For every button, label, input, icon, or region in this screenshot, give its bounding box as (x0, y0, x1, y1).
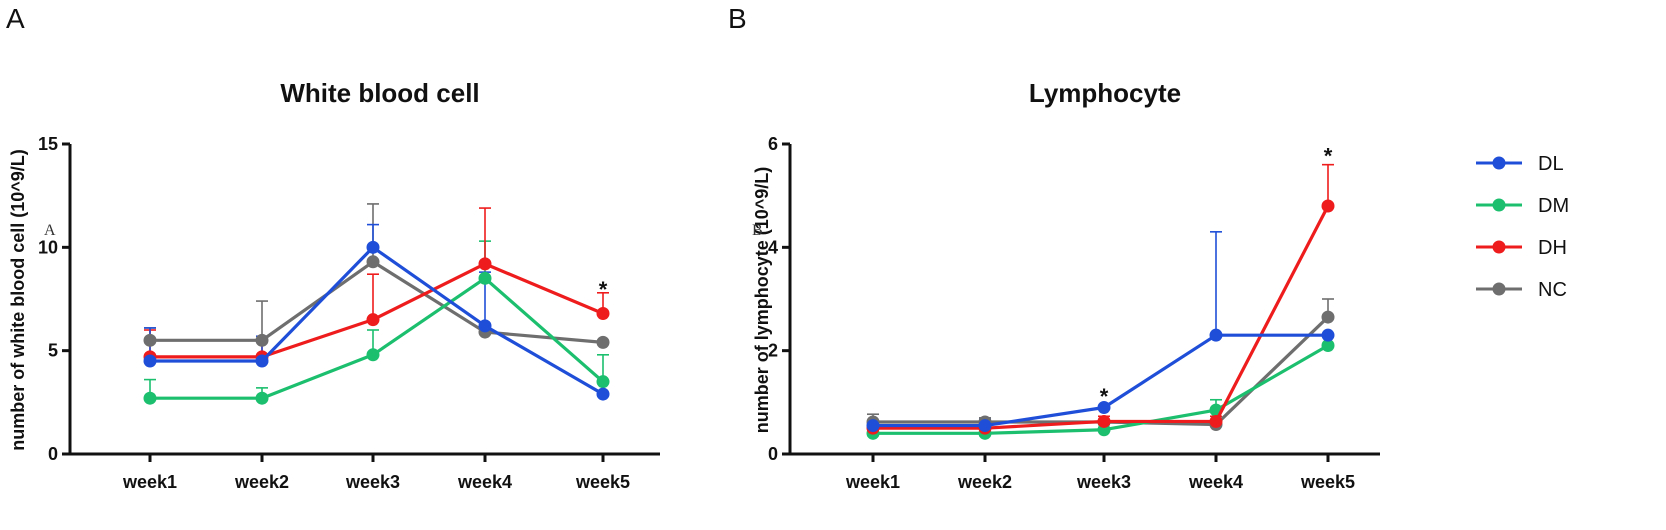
panel-b-x-tick-label: week1 (845, 472, 900, 492)
data-point-dm (366, 348, 380, 362)
data-point-dl (1209, 328, 1223, 342)
panel-b-title: Lymphocyte (1029, 78, 1181, 108)
data-point-dl (255, 354, 269, 368)
data-point-dh (596, 306, 610, 320)
panel-a-series-nc (143, 255, 610, 349)
data-point-dh (1209, 414, 1223, 428)
panel-a-x-tick-label: week1 (122, 472, 177, 492)
data-point-nc (596, 335, 610, 349)
data-point-dm (1321, 339, 1335, 352)
legend: DL DM DH NC (1476, 153, 1569, 301)
data-point-dl (596, 387, 610, 401)
data-point-dh (478, 257, 492, 271)
data-point-dl (866, 419, 880, 433)
panel-b-y-tick-label: 6 (768, 134, 778, 154)
panel-a-series-nc-errorbars (144, 203, 379, 341)
series-line-dh (150, 262, 604, 359)
panel-a-stray-mark: A (44, 222, 56, 239)
panel-b-significance-star: * (1324, 144, 1333, 169)
panel-a-y-tick-label: 0 (48, 444, 58, 464)
panel-a-x-tick-label: week4 (457, 472, 512, 492)
panel-a-significance-star: * (599, 277, 608, 302)
panel-b-x-tick-label: week2 (957, 472, 1012, 492)
legend-label-dl: DL (1538, 153, 1564, 175)
panel-a-series-dl (143, 240, 610, 401)
panel-b-y-tick-label: 0 (768, 444, 778, 464)
data-point-dm (143, 391, 157, 405)
panel-a-plot: 0 5 10 15 week1 week2 week3 week4 week5 * (38, 134, 660, 492)
panel-b-significance-star: * (1100, 384, 1109, 409)
panel-a-y-axis-title: number of white blood cell (10^9/L) (8, 149, 28, 451)
panel-b-series-dl-errorbars (867, 231, 1222, 426)
data-point-nc (255, 333, 269, 347)
data-point-dh (1097, 414, 1111, 428)
panel-a-x-tick-label: week2 (234, 472, 289, 492)
panel-b-plot: 0 2 4 6 week1 week2 week3 week4 week5 * * (768, 134, 1380, 492)
legend-item-dh: DH (1476, 237, 1567, 259)
panel-b-y-axis-title: number of lymphocyte (10^9/L) (752, 167, 772, 434)
data-point-dl (366, 240, 380, 254)
data-point-nc (143, 333, 157, 347)
data-point-nc (366, 255, 380, 269)
legend-item-dm: DM (1476, 195, 1569, 217)
data-point-dm (478, 271, 492, 285)
legend-label-dh: DH (1538, 237, 1567, 259)
panel-a-y-tick-label: 5 (48, 341, 58, 361)
data-point-dm (255, 391, 269, 405)
panel-a-label: A (6, 3, 25, 34)
series-line-dm (150, 276, 605, 400)
data-point-dm (596, 375, 610, 389)
legend-item-nc: NC (1476, 279, 1567, 301)
data-point-dl (978, 419, 992, 433)
panel-a-series-dm (143, 271, 610, 405)
panel-a-y-tick-label: 15 (38, 134, 58, 154)
data-point-nc (1321, 310, 1335, 324)
data-point-dl (478, 319, 492, 333)
panel-a-title: White blood cell (280, 78, 479, 108)
panel-b-y-tick-label: 4 (768, 237, 778, 257)
panel-b-y-tick-label: 2 (768, 341, 778, 361)
panel-a-x-tick-label: week3 (345, 472, 400, 492)
panel-b-series-dl (866, 328, 1335, 433)
panel-b-x-tick-label: week5 (1300, 472, 1355, 492)
legend-label-dm: DM (1538, 195, 1569, 217)
legend-label-nc: NC (1538, 279, 1567, 301)
panel-a-series-dh (143, 257, 610, 364)
data-point-dh (366, 313, 380, 327)
panel-a-series-dh-errorbars (144, 207, 609, 357)
panel-a-x-tick-label: week5 (575, 472, 630, 492)
data-point-dl (1321, 328, 1335, 342)
panel-b-stray-mark: B (752, 222, 763, 239)
data-point-dl (1097, 401, 1111, 414)
panel-b-x-tick-label: week4 (1188, 472, 1243, 492)
legend-item-dl: DL (1476, 153, 1564, 175)
panel-b-label: B (728, 3, 747, 34)
data-point-dl (143, 354, 157, 368)
panel-b-x-tick-label: week3 (1076, 472, 1131, 492)
panel-a-y-tick-label: 10 (38, 237, 58, 257)
data-point-dh (1321, 199, 1335, 213)
